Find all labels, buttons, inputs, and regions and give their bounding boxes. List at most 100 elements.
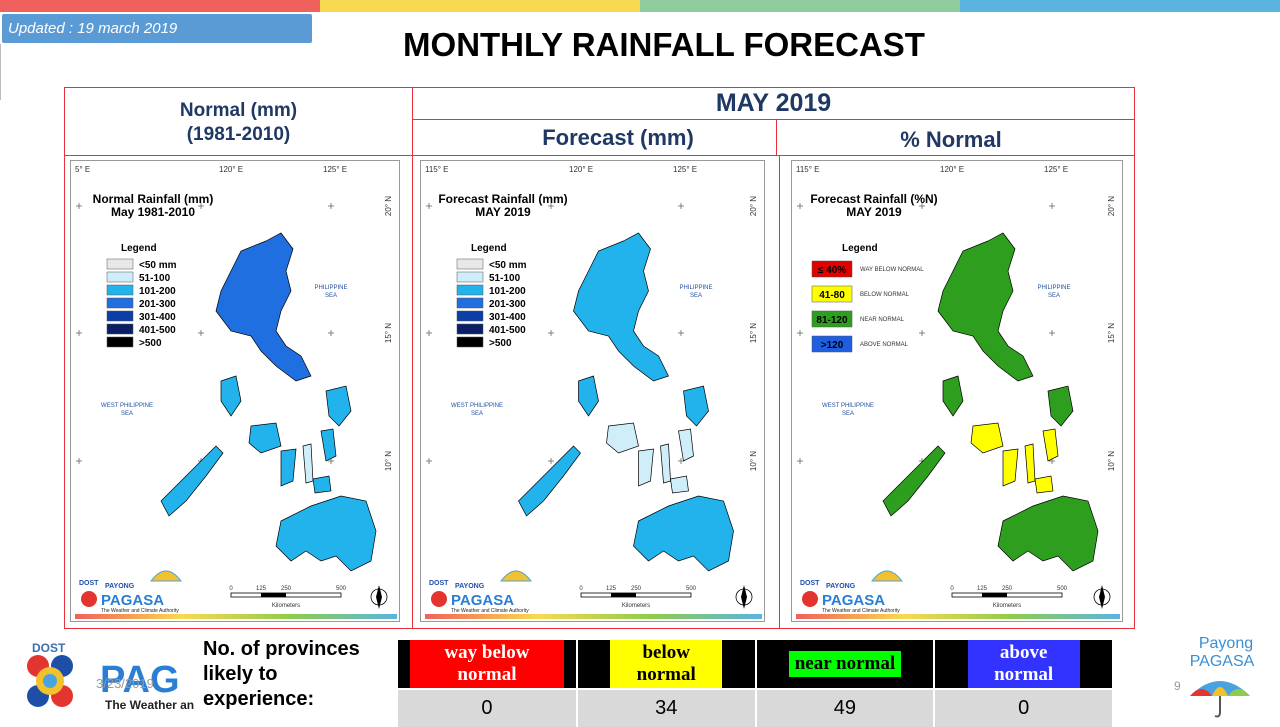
map-logo-umbrella-icon xyxy=(870,570,904,582)
island-mindanao xyxy=(633,495,734,572)
lon-label: 125° E xyxy=(673,165,697,174)
percent-normal-map: 115° E 120° E 125° E 20° N 15° N 10° N Forecas… xyxy=(791,160,1123,622)
legend-swatch xyxy=(456,323,484,335)
island-mindanao xyxy=(997,495,1099,572)
updated-badge: Updated : 19 march 2019 xyxy=(2,14,312,43)
island-mindanao xyxy=(275,495,377,572)
left-divider xyxy=(0,44,1,100)
category-cell-way-below: way below normal xyxy=(398,640,578,689)
scale-label: 500 xyxy=(686,586,697,592)
map-logo-pagasa: PAGASA xyxy=(822,592,885,609)
category-below-normal: below normal xyxy=(610,640,723,688)
island-negros xyxy=(638,448,654,487)
legend-label: 51-100 xyxy=(489,273,521,284)
lat-label: 10° N xyxy=(1107,451,1116,471)
lat-label: 20° N xyxy=(1107,196,1116,216)
island-samar xyxy=(683,385,709,427)
island-samar xyxy=(1047,385,1074,427)
scale-unit: Kilometers xyxy=(993,603,1021,609)
island-bohol xyxy=(312,475,332,494)
normal-column-header: Normal (mm) (1981-2010) xyxy=(64,99,413,147)
payong-pagasa-logo: Payong PAGASA xyxy=(1172,632,1280,720)
island-leyte xyxy=(1042,428,1059,462)
island-negros xyxy=(280,448,297,487)
legend-title: Legend xyxy=(121,243,157,254)
category-cell-below: below normal xyxy=(576,640,757,689)
legend-label: >500 xyxy=(489,338,512,349)
scale-label: 250 xyxy=(631,586,642,592)
island-mindoro xyxy=(942,375,964,417)
map-logo-pagasa: PAGASA xyxy=(451,592,514,609)
provinces-label-line3: experience: xyxy=(203,688,315,710)
map-title: Normal Rainfall (mm) xyxy=(93,192,214,206)
slide-date: 3/23/2019 xyxy=(96,676,154,691)
page-title: MONTHLY RAINFALL FORECAST xyxy=(403,26,925,63)
legend-swatch xyxy=(106,310,134,322)
island-mindoro xyxy=(220,375,242,417)
map-logo-tagline: The Weather and Climate Authority xyxy=(101,608,179,614)
scale-unit: Kilometers xyxy=(622,603,650,609)
sea-label-wps: WEST PHILIPPINE xyxy=(451,403,503,409)
legend-label: <50 mm xyxy=(489,260,527,271)
provinces-table: way below normal below normal near norma… xyxy=(398,640,1114,727)
dost-pagasa-logo: DOST PAG The Weather an xyxy=(10,640,195,720)
legend-desc: ABOVE NORMAL xyxy=(860,342,909,348)
normal-rainfall-map: 5° E 120° E 125° E 20° N 15° N 10° N Normal Ra… xyxy=(70,160,400,622)
legend-title: Legend xyxy=(471,243,507,254)
map-logo-payong: PAYONG xyxy=(826,583,856,590)
legend-label: >500 xyxy=(139,338,162,349)
normal-header-line2: (1981-2010) xyxy=(186,124,291,145)
payong-text: Payong xyxy=(1199,635,1253,652)
lat-label: 15° N xyxy=(749,323,758,343)
philippines-islands xyxy=(160,232,377,572)
legend-label: 51-100 xyxy=(139,273,171,284)
island-cebu xyxy=(302,443,314,484)
top-bar-green xyxy=(640,0,960,12)
top-bar-yellow xyxy=(320,0,640,12)
normal-rainfall-map-svg: 5° E 120° E 125° E 20° N 15° N 10° N Normal Ra… xyxy=(75,165,397,619)
forecast-column-header: Forecast (mm) xyxy=(542,125,694,150)
legend-label: >120 xyxy=(821,340,844,351)
maps-divider-2 xyxy=(779,156,780,628)
sea-label-wps: WEST PHILIPPINE xyxy=(822,403,874,409)
map-logo-emblem-icon xyxy=(802,591,818,607)
legend-swatch xyxy=(106,271,134,283)
scale-label: 125 xyxy=(606,586,617,592)
island-palawan xyxy=(882,445,946,517)
island-cebu xyxy=(1024,443,1036,484)
bottom-pagasa-text: PAG xyxy=(100,659,180,701)
sea-label-wps: SEA xyxy=(471,411,483,417)
legend-swatch xyxy=(811,260,853,278)
philippines-islands xyxy=(882,232,1099,572)
scale-bar-segment xyxy=(611,593,636,597)
lon-label: 120° E xyxy=(940,165,964,174)
map-logo-payong: PAYONG xyxy=(105,583,135,590)
dost-emblem-icon xyxy=(27,655,73,707)
map-logo-umbrella-icon xyxy=(149,570,183,582)
category-cell-above: above normal xyxy=(934,640,1114,689)
lon-label: 5° E xyxy=(75,165,90,174)
scale-label: 250 xyxy=(1002,586,1013,592)
island-palawan xyxy=(160,445,224,517)
legend-swatch xyxy=(106,336,134,348)
legend-label: 301-400 xyxy=(139,312,176,323)
forecast-rainfall-map: 115° E 120° E 125° E 20° N 15° N 10° N Forecas… xyxy=(420,160,765,622)
legend-label: 41-80 xyxy=(819,290,845,301)
lat-label: 15° N xyxy=(384,323,393,343)
normal-header-line1: Normal (mm) xyxy=(179,100,298,121)
sea-label-ph: PHILIPPINE xyxy=(314,285,347,291)
island-leyte xyxy=(320,428,337,462)
legend-swatch xyxy=(811,335,853,353)
pagasa-text: PAGASA xyxy=(1190,653,1255,670)
lat-label: 20° N xyxy=(384,196,393,216)
legend-swatch xyxy=(456,284,484,296)
sea-label-ph: PHILIPPINE xyxy=(1037,285,1070,291)
legend-label: 301-400 xyxy=(489,312,526,323)
sea-label-wps: WEST PHILIPPINE xyxy=(101,403,153,409)
sea-label-ph: SEA xyxy=(325,293,337,299)
category-above-normal: above normal xyxy=(967,640,1080,688)
bottom-dost-text: DOST xyxy=(32,641,66,655)
island-negros xyxy=(1002,448,1019,487)
percent-column-header: % Normal xyxy=(900,127,1002,152)
compass-needle-icon xyxy=(741,585,747,609)
